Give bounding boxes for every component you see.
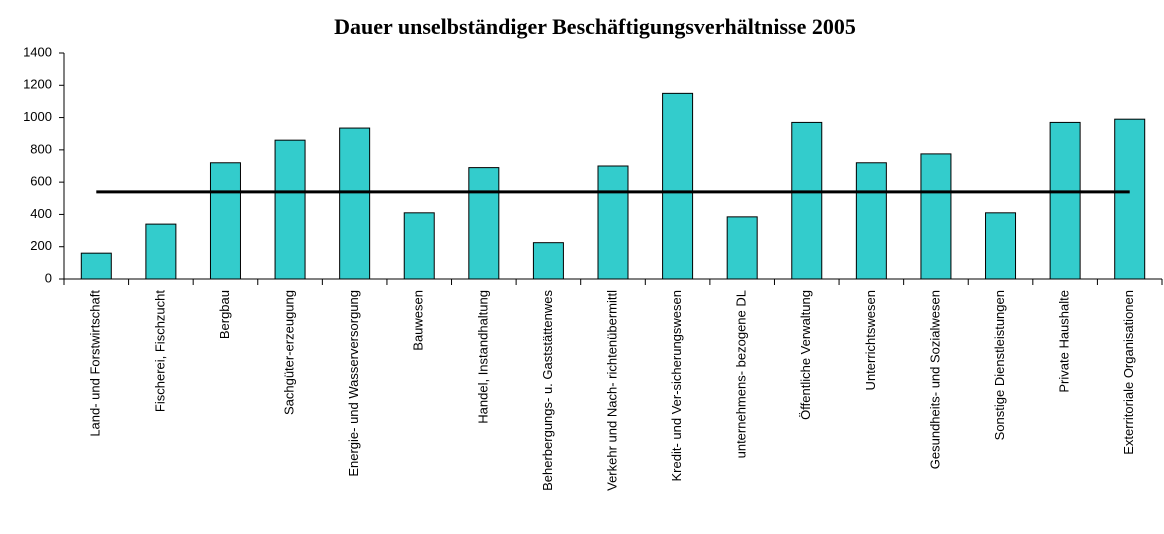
- x-tick-label: Bergbau: [217, 290, 232, 339]
- bar: [1049, 121, 1081, 280]
- y-tick-label: 200: [30, 238, 52, 253]
- x-tick-label: Energie- und Wasserversorgung: [346, 290, 361, 477]
- chart-title: Dauer unselbständiger Beschäftigungsverh…: [334, 14, 856, 39]
- bar: [80, 252, 112, 280]
- bar: [532, 242, 564, 280]
- y-tick-label: 1000: [23, 109, 52, 124]
- x-tick-label: Öffentliche Verwaltung: [798, 290, 813, 420]
- y-tick-label: 1200: [23, 77, 52, 92]
- x-tick-label: Bauwesen: [411, 290, 426, 351]
- x-tick-label: Sonstige Dienstleistungen: [992, 290, 1007, 440]
- y-tick-label: 600: [30, 174, 52, 189]
- x-tick-label: unternehmens- bezogene DL: [734, 290, 749, 458]
- x-tick-label: Unterrichtswesen: [863, 290, 878, 390]
- x-tick-label: Gesundheits- und Sozialwesen: [927, 290, 942, 469]
- bar: [726, 216, 758, 280]
- bar: [209, 162, 241, 280]
- bar: [597, 165, 629, 280]
- x-tick-label: Fischerei, Fischzucht: [152, 290, 167, 412]
- bar: [855, 162, 887, 280]
- x-tick-label: Exterritoriale Organisationen: [1121, 290, 1136, 455]
- y-tick-label: 1400: [23, 44, 52, 59]
- y-tick-label: 800: [30, 141, 52, 156]
- x-tick-label: Land- und Forstwirtschaft: [88, 290, 103, 437]
- bar: [339, 127, 371, 280]
- y-tick-label: 400: [30, 206, 52, 221]
- y-tick-label: 0: [45, 270, 52, 285]
- bar: [145, 223, 177, 280]
- bar: [403, 212, 435, 280]
- bar: [274, 139, 306, 280]
- bar: [1114, 118, 1146, 280]
- x-tick-label: Sachgüter-erzeugung: [281, 290, 296, 415]
- x-tick-label: Verkehr und Nach- richtenübermittl: [604, 290, 619, 491]
- x-tick-label: Private Haushalte: [1057, 290, 1072, 393]
- bar: [468, 167, 500, 280]
- x-tick-label: Handel, Instandhaltung: [475, 290, 490, 424]
- bar: [985, 212, 1017, 280]
- x-tick-label: Kredit- und Ver-sicherungswesen: [669, 290, 684, 482]
- bar: [791, 121, 823, 280]
- x-tick-label: Beherbergungs- u. Gaststättenwes: [540, 290, 555, 491]
- bar: [662, 92, 694, 280]
- bar: [920, 153, 952, 280]
